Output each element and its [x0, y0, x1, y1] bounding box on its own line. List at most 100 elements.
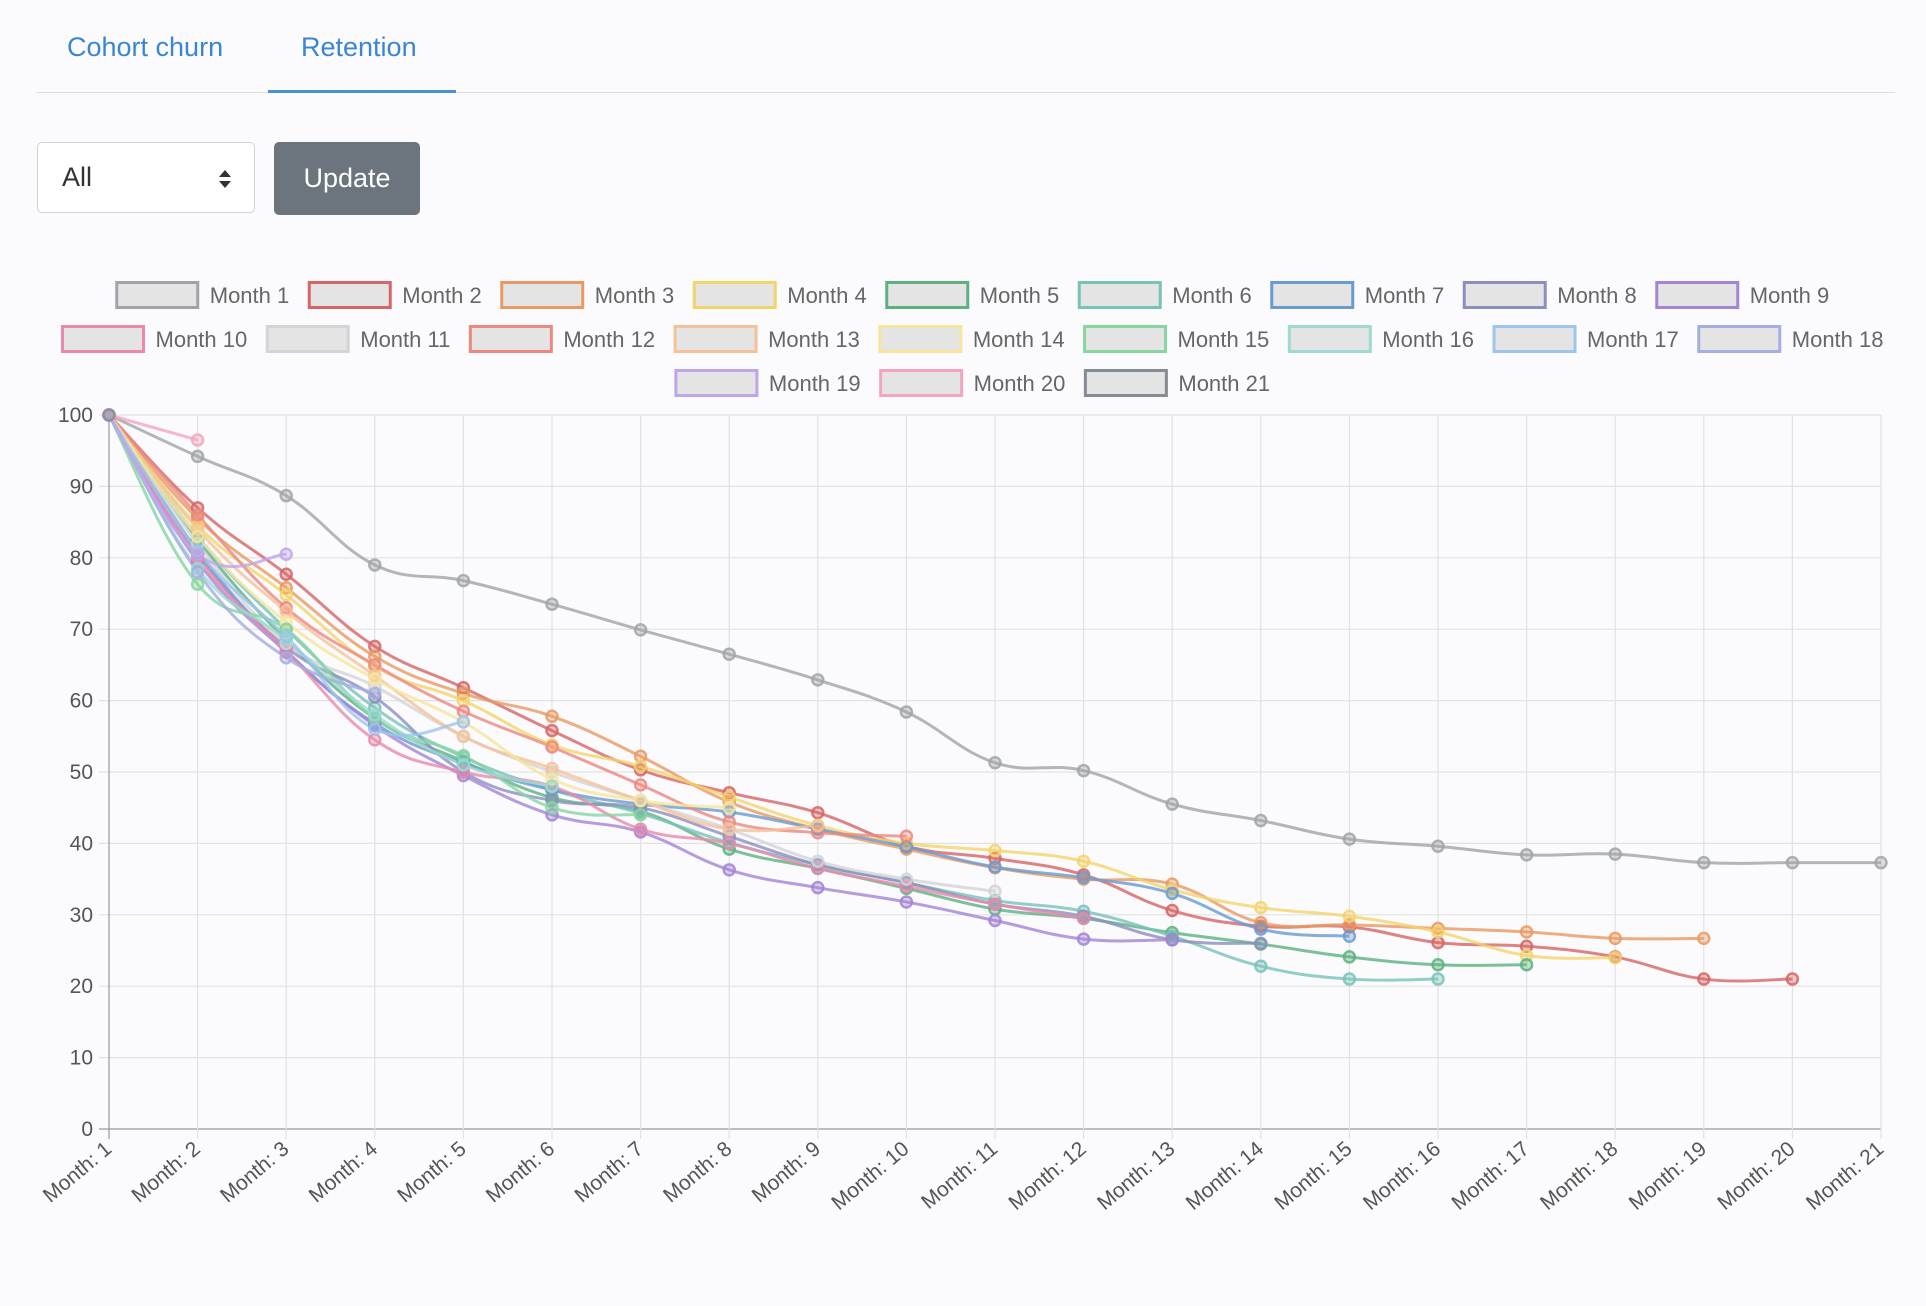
data-point [1431, 972, 1445, 986]
select-arrows [219, 170, 231, 188]
y-tick-label: 70 [70, 618, 93, 641]
series-line [107, 414, 1439, 982]
tab-underline [268, 90, 456, 93]
legend-item: Month 7 [1270, 281, 1444, 309]
data-point [899, 840, 914, 854]
data-point [722, 800, 736, 815]
cohort-select[interactable]: All [37, 142, 255, 213]
data-point [456, 758, 471, 772]
data-point [1165, 886, 1179, 901]
legend-label: Month 13 [768, 327, 860, 352]
data-point [988, 897, 1002, 911]
data-point [988, 755, 1002, 770]
data-point [633, 778, 648, 792]
legend-swatch [1492, 325, 1577, 353]
data-point [1519, 948, 1534, 963]
update-button[interactable]: Update [274, 142, 420, 215]
data-point [456, 715, 471, 729]
data-point [190, 577, 205, 591]
x-tick-label: Month: 6 [482, 1137, 559, 1207]
x-tick-label: Month: 11 [917, 1137, 1002, 1214]
data-point [279, 629, 293, 644]
series-line [107, 414, 1616, 960]
data-point [1519, 848, 1534, 862]
data-point [1342, 972, 1357, 986]
data-point [811, 880, 825, 895]
legend-label: Month 16 [1382, 327, 1474, 352]
series-line [107, 414, 553, 788]
data-point [1519, 925, 1534, 939]
data-point [545, 723, 559, 738]
data-point [811, 854, 825, 868]
series-line [107, 414, 1261, 945]
data-point [1165, 903, 1179, 918]
legend-item: Month 18 [1697, 325, 1884, 353]
data-point [1254, 936, 1268, 951]
legend-swatch [1287, 325, 1372, 353]
legend-swatch [500, 281, 585, 309]
data-point [368, 722, 382, 736]
legend-swatch [673, 325, 758, 353]
x-tick-label: Month: 10 [827, 1137, 913, 1215]
data-point [1254, 922, 1268, 936]
legend-item: Month 21 [1083, 369, 1270, 397]
data-point [1076, 870, 1091, 885]
data-point [988, 860, 1002, 874]
legend-swatch [468, 325, 553, 353]
legend-label: Month 18 [1792, 327, 1884, 352]
legend-item: Month 5 [885, 281, 1060, 309]
legend-label: Month 5 [980, 283, 1060, 308]
legend-label: Month 21 [1178, 371, 1270, 396]
legend-item: Month 15 [1083, 325, 1269, 353]
x-tick-label: Month: 1 [39, 1137, 116, 1207]
select-value: All [62, 162, 93, 192]
x-tick-label: Month: 8 [659, 1137, 736, 1207]
legend-item: Month 9 [1655, 281, 1829, 309]
data-point [1076, 854, 1091, 868]
legend-swatch [879, 369, 964, 397]
data-point [899, 829, 914, 844]
legend-item: Month 6 [1077, 281, 1252, 309]
data-point [1608, 847, 1622, 861]
data-point [1431, 839, 1445, 854]
legend-item: Month 20 [879, 369, 1065, 397]
data-point [545, 709, 559, 724]
legend-item: Month 1 [115, 281, 290, 309]
data-point [722, 647, 736, 661]
tab[interactable]: Cohort churn [67, 32, 224, 62]
data-point [722, 790, 736, 804]
y-tick-label: 60 [70, 690, 93, 713]
x-tick-label: Month: 2 [127, 1137, 204, 1207]
data-point [811, 805, 825, 820]
legend-item: Month 13 [673, 325, 860, 353]
legend-swatch [1083, 325, 1168, 353]
tab-active[interactable]: Retention [301, 32, 417, 62]
legend-swatch [1083, 369, 1168, 397]
data-point [1874, 855, 1888, 870]
data-point [279, 488, 293, 503]
y-tick-label: 90 [70, 475, 93, 498]
data-point [633, 759, 648, 774]
data-point [988, 913, 1002, 928]
data-point [1342, 929, 1357, 943]
data-point [545, 779, 559, 794]
data-point [633, 623, 648, 637]
legend-label: Month 11 [360, 327, 450, 352]
x-tick-label: Month: 12 [1004, 1137, 1090, 1215]
data-point [988, 843, 1002, 858]
data-point [368, 658, 382, 672]
y-tick-label: 80 [70, 547, 93, 570]
data-point [1431, 958, 1445, 972]
legend-swatch [265, 325, 350, 353]
legend-item: Month 2 [307, 281, 482, 309]
data-point [1342, 950, 1357, 964]
data-point [368, 733, 382, 747]
data-point [1076, 932, 1091, 946]
data-point [456, 729, 471, 744]
data-point [279, 567, 293, 581]
legend-swatch [1270, 281, 1355, 309]
x-tick-label: Month: 5 [393, 1137, 470, 1207]
legend-label: Month 12 [563, 327, 655, 352]
x-tick-label: Month: 21 [1802, 1137, 1888, 1215]
legend-label: Month 1 [210, 283, 290, 308]
